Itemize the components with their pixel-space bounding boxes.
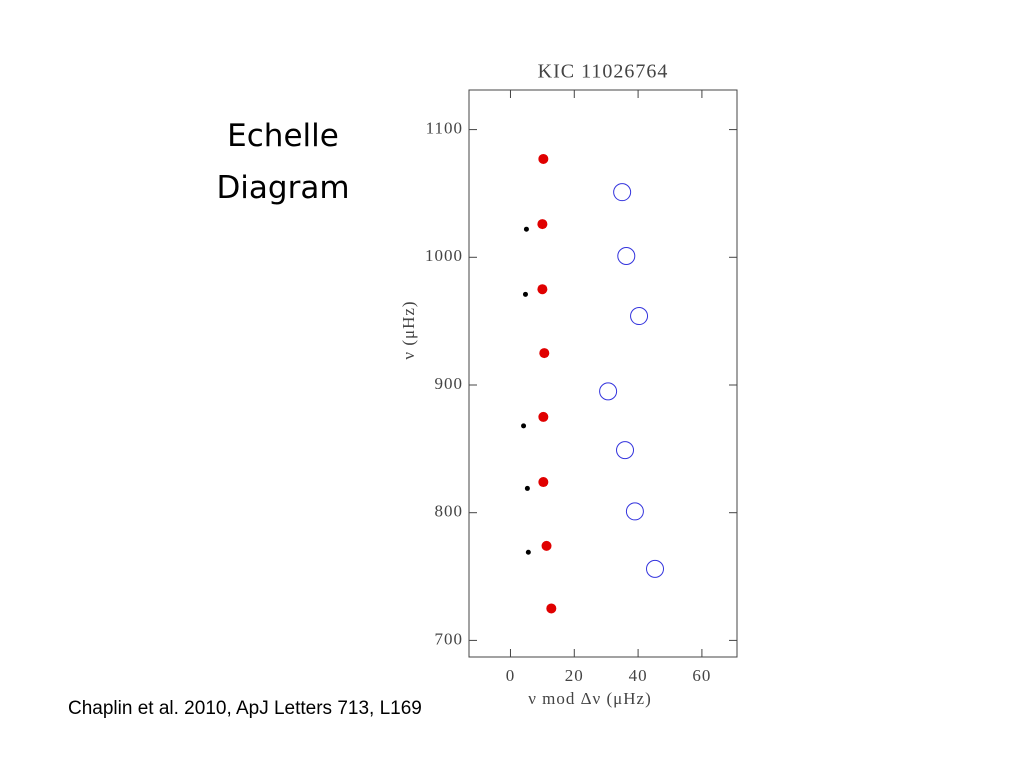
point <box>630 307 649 326</box>
point <box>524 485 530 491</box>
point <box>523 226 529 232</box>
point <box>537 219 548 230</box>
point <box>617 247 636 266</box>
point <box>538 411 549 422</box>
x-tick-label: 0 <box>506 666 516 685</box>
caption: Chaplin et al. 2010, ApJ Letters 713, L1… <box>68 698 422 719</box>
y-tick-label: 1000 <box>425 246 463 265</box>
point <box>599 382 618 401</box>
x-axis-label: ν mod Δν (μHz) <box>528 689 652 708</box>
point <box>539 348 550 359</box>
point <box>521 423 527 429</box>
point <box>625 502 644 521</box>
point <box>613 183 632 202</box>
point <box>616 441 635 460</box>
point <box>541 540 552 551</box>
plot-frame <box>468 89 738 658</box>
point <box>538 477 549 488</box>
y-tick-label: 700 <box>435 629 464 648</box>
point <box>646 559 665 578</box>
point <box>546 603 557 614</box>
y-tick-label: 800 <box>435 502 464 521</box>
slide-title: Echelle Diagram <box>216 118 350 206</box>
point <box>537 284 548 295</box>
chart-title: KIC 11026764 <box>538 61 669 83</box>
point <box>525 549 531 555</box>
x-tick-label: 20 <box>565 666 584 685</box>
y-axis-label: ν (μHz) <box>399 300 418 359</box>
y-tick-label: 1100 <box>426 118 463 137</box>
x-tick-label: 60 <box>692 666 711 685</box>
point <box>522 291 528 297</box>
y-tick-label: 900 <box>435 374 464 393</box>
x-tick-label: 40 <box>629 666 648 685</box>
point <box>538 153 549 164</box>
